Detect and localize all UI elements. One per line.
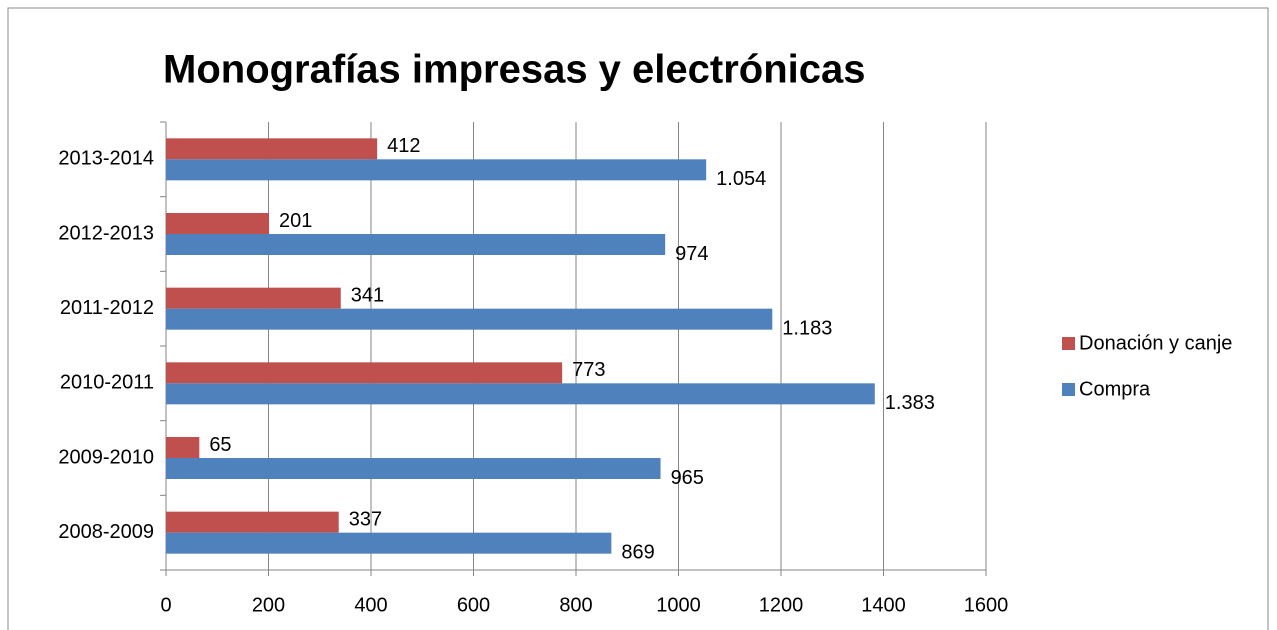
y-tick-label: 2012-2013 bbox=[58, 222, 154, 244]
data-label: 201 bbox=[279, 210, 312, 232]
bar bbox=[166, 287, 341, 309]
y-tick-label: 2009-2010 bbox=[58, 446, 154, 468]
bar bbox=[166, 308, 773, 330]
data-label: 341 bbox=[351, 284, 384, 306]
x-tick-label: 1000 bbox=[656, 594, 701, 616]
data-label: 869 bbox=[621, 541, 654, 563]
data-label: 1.054 bbox=[716, 168, 766, 190]
bar bbox=[166, 362, 563, 384]
y-tick-label: 2011-2012 bbox=[60, 297, 154, 319]
data-label: 974 bbox=[675, 243, 708, 265]
data-label: 65 bbox=[209, 434, 231, 456]
bar bbox=[166, 159, 707, 181]
data-label: 773 bbox=[572, 359, 605, 381]
legend-label: Compra bbox=[1079, 378, 1151, 400]
bar bbox=[166, 234, 666, 255]
x-tick-label: 400 bbox=[354, 594, 387, 616]
bar bbox=[166, 532, 612, 554]
legend-swatch bbox=[1062, 383, 1075, 396]
data-label: 412 bbox=[387, 135, 420, 157]
bar bbox=[166, 458, 661, 479]
bar bbox=[166, 138, 378, 160]
bar bbox=[166, 383, 875, 405]
data-label: 337 bbox=[349, 508, 382, 530]
legend-swatch bbox=[1062, 337, 1075, 350]
x-tick-label: 200 bbox=[252, 594, 285, 616]
data-label: 965 bbox=[671, 467, 704, 489]
data-label: 1.183 bbox=[782, 317, 832, 339]
y-tick-label: 2008-2009 bbox=[58, 521, 154, 543]
x-tick-label: 800 bbox=[559, 594, 592, 616]
x-tick-label: 1400 bbox=[861, 594, 906, 616]
bar bbox=[166, 437, 200, 458]
x-tick-label: 1600 bbox=[964, 594, 1009, 616]
x-tick-label: 1200 bbox=[759, 594, 804, 616]
y-tick-label: 2010-2011 bbox=[60, 372, 154, 394]
legend-label: Donación y canje bbox=[1079, 332, 1232, 354]
x-tick-label: 0 bbox=[160, 594, 171, 616]
chart-title: Monografías impresas y electrónicas bbox=[163, 48, 866, 92]
bar bbox=[166, 511, 339, 533]
x-tick-label: 600 bbox=[457, 594, 490, 616]
bar bbox=[166, 213, 270, 234]
data-label: 1.383 bbox=[885, 392, 935, 414]
y-tick-label: 2013-2014 bbox=[58, 148, 154, 170]
